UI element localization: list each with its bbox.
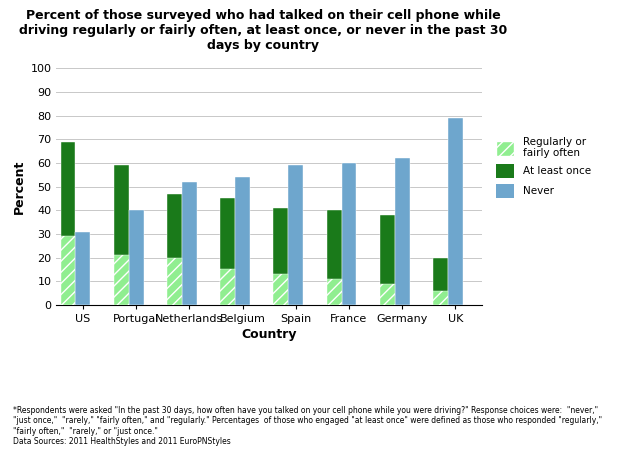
Y-axis label: Percent: Percent — [13, 159, 26, 214]
Bar — [274, 274, 289, 305]
Bar — [327, 210, 342, 305]
Bar — [342, 163, 356, 305]
Bar — [114, 165, 129, 305]
Bar — [167, 194, 182, 305]
Legend: Regularly or
fairly often, At least once, Never: Regularly or fairly often, At least once… — [496, 137, 591, 198]
Bar — [235, 177, 250, 305]
Bar — [167, 258, 182, 305]
Bar — [182, 182, 197, 305]
Bar — [61, 236, 76, 305]
Bar — [380, 283, 395, 305]
Bar — [274, 208, 289, 305]
Bar — [114, 255, 129, 305]
Bar — [289, 165, 303, 305]
Bar — [220, 198, 235, 305]
Bar — [61, 142, 76, 305]
Bar — [448, 118, 463, 305]
Bar — [76, 232, 90, 305]
Bar — [433, 291, 448, 305]
Bar — [327, 279, 342, 305]
X-axis label: Country: Country — [242, 328, 297, 341]
Bar — [129, 210, 143, 305]
Bar — [433, 258, 448, 305]
Bar — [395, 158, 409, 305]
Text: *Respondents were asked "In the past 30 days, how often have you talked on your : *Respondents were asked "In the past 30 … — [13, 406, 602, 446]
Text: Percent of those surveyed who had talked on their cell phone while
driving regul: Percent of those surveyed who had talked… — [19, 9, 507, 52]
Bar — [380, 215, 395, 305]
Bar — [220, 269, 235, 305]
